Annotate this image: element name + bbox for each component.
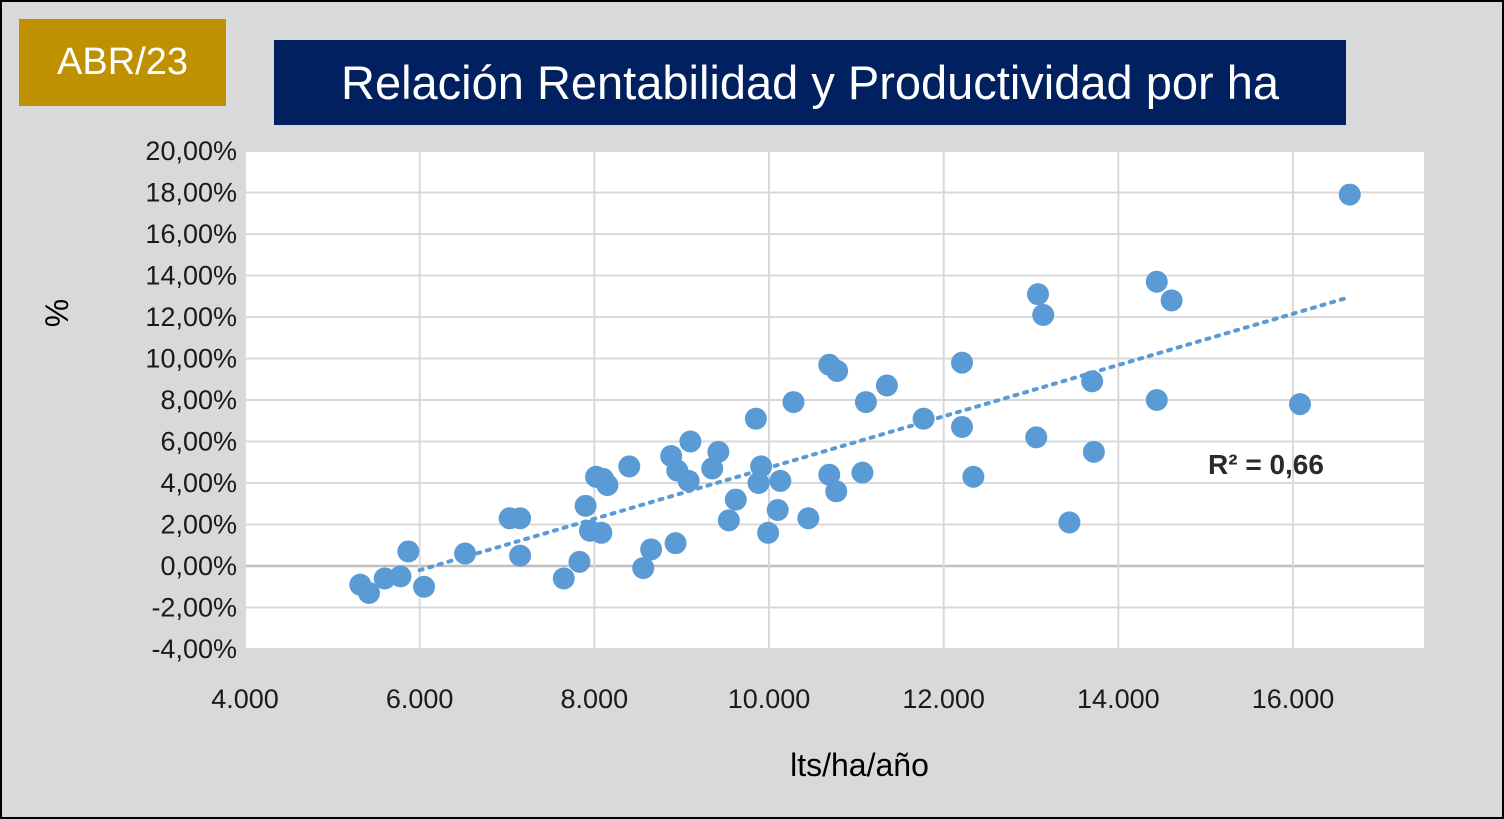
data-point <box>875 374 898 397</box>
data-point <box>747 472 770 494</box>
data-point <box>574 494 597 517</box>
data-point <box>1032 303 1055 326</box>
data-point <box>397 540 420 563</box>
data-point <box>782 391 805 414</box>
x-tick-label: 16.000 <box>1252 684 1335 714</box>
data-point <box>825 480 848 503</box>
data-points <box>349 183 1361 604</box>
data-point <box>1082 440 1105 463</box>
data-point <box>912 407 935 430</box>
y-axis-ticks: -4,00% -2,00% 0,00% 2,00% 4,00% 6,00% 8,00% 10,… <box>145 136 237 664</box>
data-point <box>750 455 773 478</box>
data-point <box>826 359 849 382</box>
y-tick-label: 6,00% <box>160 427 237 457</box>
chart-title: Relación Rentabilidad y Productividad po… <box>274 40 1346 125</box>
y-tick-label: 14,00% <box>145 261 237 291</box>
data-point <box>1145 270 1168 293</box>
data-point <box>818 463 841 486</box>
y-tick-label: -2,00% <box>151 593 237 623</box>
data-point <box>701 457 724 480</box>
data-point <box>568 550 591 573</box>
y-tick-label: 12,00% <box>145 302 237 332</box>
x-tick-label: 14.000 <box>1077 684 1160 714</box>
y-tick-label: 0,00% <box>160 551 237 581</box>
data-point <box>509 507 532 530</box>
data-point <box>618 455 641 478</box>
data-point <box>1338 183 1361 206</box>
data-point <box>358 581 381 604</box>
y-tick-label: 16,00% <box>145 219 237 249</box>
data-point <box>851 461 874 484</box>
data-point <box>1145 389 1168 411</box>
data-point <box>854 391 877 414</box>
y-tick-label: 4,00% <box>160 468 237 498</box>
x-tick-label: 12.000 <box>902 684 985 714</box>
y-tick-label: -4,00% <box>151 634 237 664</box>
data-point <box>707 440 730 463</box>
data-point <box>454 542 477 565</box>
y-axis-title: % <box>39 299 75 327</box>
data-point <box>962 465 985 488</box>
data-point <box>596 474 619 497</box>
x-tick-label: 4.000 <box>211 684 279 714</box>
data-point <box>1160 289 1183 312</box>
data-point <box>1058 511 1081 534</box>
data-point <box>677 469 700 492</box>
x-tick-label: 10.000 <box>728 684 811 714</box>
data-point <box>766 498 789 521</box>
trendline-group <box>417 296 1348 573</box>
data-point <box>664 532 687 555</box>
data-point <box>640 538 663 561</box>
x-axis-ticks: 4.000 6.000 8.000 10.000 12.000 14.000 16.000 <box>211 684 1334 714</box>
data-point <box>509 544 532 567</box>
data-point <box>724 488 747 511</box>
y-tick-label: 18,00% <box>145 178 237 208</box>
x-tick-label: 6.000 <box>386 684 454 714</box>
y-tick-label: 10,00% <box>145 344 237 374</box>
x-tick-label: 8.000 <box>561 684 629 714</box>
data-point <box>552 567 575 590</box>
data-point <box>590 521 613 544</box>
y-tick-label: 2,00% <box>160 510 237 540</box>
data-point <box>717 509 740 532</box>
data-point <box>797 507 820 530</box>
trendline <box>417 296 1348 573</box>
data-point <box>1026 283 1049 306</box>
y-tick-label: 20,00% <box>145 136 237 166</box>
data-point <box>951 415 974 438</box>
r-squared-label: R² = 0,66 <box>1208 449 1324 480</box>
data-point <box>757 521 780 544</box>
data-point <box>769 469 792 492</box>
date-badge: ABR/23 <box>19 19 226 106</box>
data-point <box>744 407 767 430</box>
data-point <box>951 351 974 374</box>
data-point <box>632 557 655 580</box>
data-point <box>1081 370 1104 393</box>
data-point <box>1288 393 1311 416</box>
y-tick-label: 8,00% <box>160 385 237 415</box>
data-point <box>1025 426 1048 449</box>
x-axis-title: lts/ha/año <box>790 747 929 783</box>
data-point <box>389 565 412 588</box>
data-point <box>679 430 702 453</box>
data-point <box>413 575 436 598</box>
